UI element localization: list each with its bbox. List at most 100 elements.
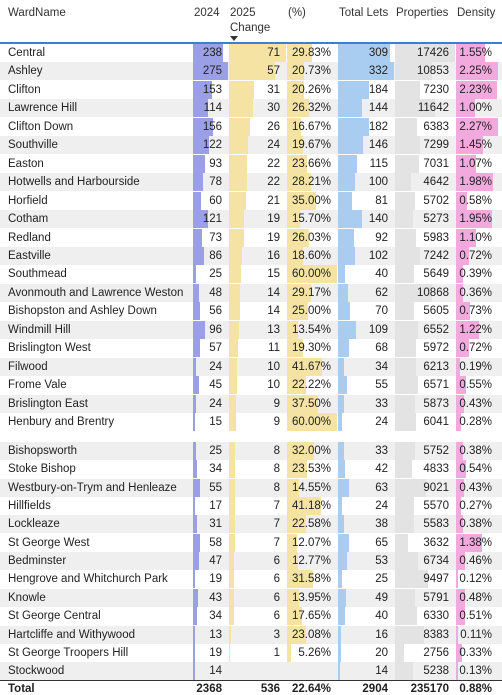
table-cell: Clifton Down xyxy=(8,120,74,133)
total-cell: 2904 xyxy=(362,683,388,695)
row-stripe xyxy=(0,357,502,376)
data-bar xyxy=(338,44,391,62)
row-stripe xyxy=(0,588,502,607)
data-bar xyxy=(456,497,461,516)
data-bar xyxy=(338,357,344,376)
table-cell: 15 xyxy=(267,268,280,281)
data-bar xyxy=(229,154,247,173)
table-cell: 4642 xyxy=(423,176,449,189)
table-cell: 70 xyxy=(375,305,388,318)
table-cell: 121 xyxy=(202,213,222,226)
data-bar xyxy=(193,662,195,681)
data-bar xyxy=(395,265,415,284)
table-cell: 23.08% xyxy=(291,628,331,641)
table-cell: 100 xyxy=(368,176,388,189)
table-cell: 0.11% xyxy=(460,628,492,641)
data-bar xyxy=(229,339,238,358)
table-cell: Hartcliffe and Withywood xyxy=(8,628,135,641)
table-cell: Filwood xyxy=(8,360,48,373)
table-cell: Hengrove and Whitchurch Park xyxy=(8,573,168,586)
table-cell: Hillfields xyxy=(8,500,51,513)
data-bar xyxy=(287,625,307,644)
data-bar xyxy=(193,588,199,607)
data-bar xyxy=(229,497,235,516)
data-bar xyxy=(193,191,201,210)
data-bar xyxy=(229,44,286,62)
table-cell: Bishopston and Ashley Down xyxy=(8,305,157,318)
table-cell: 20.26% xyxy=(291,83,331,96)
data-bar xyxy=(456,265,464,284)
table-cell: 6552 xyxy=(423,323,449,336)
row-stripe xyxy=(0,136,502,155)
table-cell: 13 xyxy=(267,323,280,336)
data-bar xyxy=(456,173,493,192)
data-bar xyxy=(287,302,308,321)
table-cell: 6330 xyxy=(423,610,449,623)
table-cell: Henbury and Brentry xyxy=(8,416,115,428)
row-stripe xyxy=(0,625,502,644)
data-bar xyxy=(338,442,344,460)
table-cell: 47 xyxy=(209,555,222,568)
table-cell: 17426 xyxy=(417,47,449,59)
data-bar xyxy=(338,136,363,155)
data-bar xyxy=(287,283,312,302)
table-cell: 25 xyxy=(375,573,388,586)
data-bar xyxy=(193,80,213,99)
table-cell: 153 xyxy=(202,83,222,96)
table-cell: 1.55% xyxy=(459,47,492,59)
data-bar xyxy=(338,478,349,497)
table-cell: 13.54% xyxy=(291,323,331,336)
data-bar xyxy=(456,62,498,81)
table-cell: Lockleaze xyxy=(8,518,60,531)
table-cell: 2.25% xyxy=(459,65,492,78)
table-cell: 19.30% xyxy=(291,342,331,355)
table-cell: 33 xyxy=(375,445,388,457)
data-bar xyxy=(229,302,241,321)
table-cell: Stoke Bishop xyxy=(8,463,76,476)
table-cell: 19 xyxy=(267,213,280,226)
table-cell: 5273 xyxy=(423,213,449,226)
table-cell: 23.66% xyxy=(291,157,331,170)
total-cell: Total xyxy=(8,683,35,695)
table-cell: 0.46% xyxy=(459,555,492,568)
data-bar xyxy=(193,357,197,376)
table-cell: 6 xyxy=(273,591,280,604)
table-cell: 1.22% xyxy=(459,323,492,336)
data-bar xyxy=(456,442,464,460)
table-cell: 114 xyxy=(203,102,222,115)
table-cell: 60.00% xyxy=(291,416,331,428)
table-cell: 102 xyxy=(368,249,388,262)
data-bar xyxy=(456,44,485,62)
data-bar xyxy=(395,607,417,626)
data-bar xyxy=(193,302,201,321)
sort-arrow[interactable] xyxy=(230,36,238,41)
table-cell: 0.39% xyxy=(459,268,492,281)
data-bar xyxy=(338,552,347,571)
data-bar xyxy=(456,662,459,681)
data-bar xyxy=(395,339,416,358)
table-cell: 19 xyxy=(267,231,280,244)
data-bar xyxy=(456,376,467,395)
data-bar xyxy=(229,533,235,552)
total-cell: 2368 xyxy=(196,683,222,695)
table-cell: 57 xyxy=(209,342,222,355)
table-cell: Bishopsworth xyxy=(8,445,78,457)
table-cell: 109 xyxy=(368,323,388,336)
table-cell: 29.83% xyxy=(291,47,331,59)
table-cell: 38 xyxy=(375,518,388,531)
data-bar xyxy=(193,154,205,173)
data-bar xyxy=(229,643,230,662)
table-cell: 34 xyxy=(209,610,222,623)
table-cell: 26.32% xyxy=(291,102,331,115)
data-bar xyxy=(287,376,306,395)
data-bar xyxy=(229,478,236,497)
table-cell: 184 xyxy=(368,83,388,96)
data-bar xyxy=(229,357,238,376)
data-bar xyxy=(229,136,249,155)
table-cell: 8 xyxy=(273,481,280,494)
data-bar xyxy=(456,357,460,376)
table-cell: 1.98% xyxy=(459,176,492,189)
table-cell: Cotham xyxy=(8,213,49,226)
total-cell: 22.64% xyxy=(291,683,331,695)
